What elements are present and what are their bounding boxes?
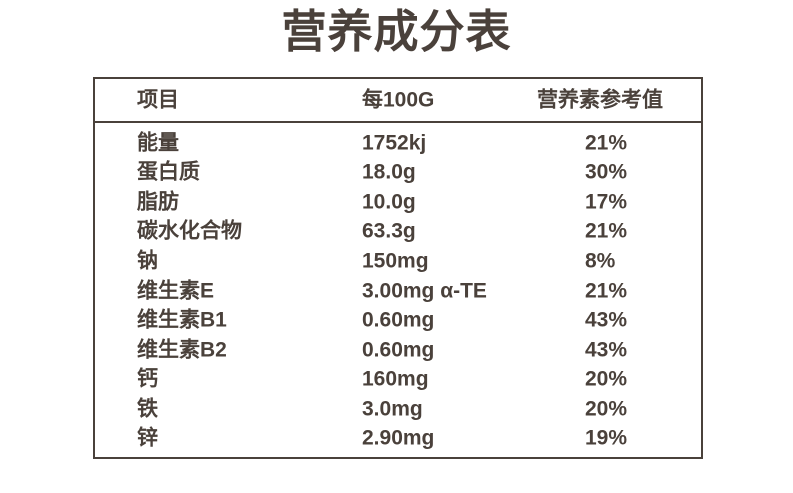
- cell-per100g: 2.90mg: [362, 426, 435, 450]
- table-row: 能量 1752kj 21%: [95, 128, 701, 158]
- cell-per100g: 1752kj: [362, 131, 427, 155]
- header-item: 项目: [137, 88, 179, 112]
- cell-item: 碳水化合物: [137, 219, 242, 243]
- cell-item: 维生素B2: [137, 338, 227, 362]
- cell-per100g: 150mg: [362, 249, 429, 273]
- cell-nrv: 21%: [585, 219, 628, 243]
- cell-item: 铁: [137, 397, 158, 421]
- table-row: 维生素B2 0.60mg 43%: [95, 335, 701, 365]
- cell-nrv: 8%: [585, 249, 616, 273]
- table-row: 维生素B1 0.60mg 43%: [95, 305, 701, 335]
- cell-nrv: 21%: [585, 131, 628, 155]
- cell-nrv: 19%: [585, 426, 628, 450]
- header-nrv: 营养素参考值: [537, 88, 663, 112]
- cell-nrv: 20%: [585, 367, 628, 391]
- cell-item: 维生素B1: [137, 308, 227, 332]
- cell-item: 能量: [137, 131, 179, 155]
- nutrition-table: 项目 每100G 营养素参考值 能量 1752kj 21% 蛋白质 18.0g …: [93, 77, 703, 459]
- cell-item: 脂肪: [137, 190, 179, 214]
- cell-nrv: 43%: [585, 338, 628, 362]
- table-row: 钙 160mg 20%: [95, 364, 701, 394]
- cell-per100g: 3.0mg: [362, 397, 423, 421]
- table-row: 蛋白质 18.0g 30%: [95, 158, 701, 188]
- cell-item: 钠: [137, 249, 158, 273]
- cell-nrv: 20%: [585, 397, 628, 421]
- cell-per100g: 160mg: [362, 367, 429, 391]
- cell-item: 锌: [137, 426, 158, 450]
- cell-item: 蛋白质: [137, 160, 200, 184]
- table-row: 锌 2.90mg 19%: [95, 423, 701, 453]
- header-per100g: 每100G: [362, 88, 435, 112]
- cell-nrv: 21%: [585, 279, 628, 302]
- cell-per100g: 18.0g: [362, 160, 416, 184]
- cell-nrv: 30%: [585, 160, 628, 184]
- cell-nrv: 43%: [585, 308, 628, 332]
- cell-per100g: 3.00mg α-TE: [362, 279, 487, 302]
- cell-per100g: 0.60mg: [362, 308, 435, 332]
- cell-per100g: 10.0g: [362, 190, 416, 214]
- table-row: 维生素E 3.00mg α-TE 21%: [95, 276, 701, 306]
- cell-per100g: 63.3g: [362, 219, 416, 243]
- cell-item: 钙: [137, 367, 158, 391]
- cell-item: 维生素E: [137, 279, 215, 302]
- cell-nrv: 17%: [585, 190, 628, 214]
- table-row: 脂肪 10.0g 17%: [95, 187, 701, 217]
- page-title: 营养成分表: [281, 7, 512, 57]
- table-row: 铁 3.0mg 20%: [95, 394, 701, 424]
- table-row: 碳水化合物 63.3g 21%: [95, 217, 701, 247]
- table-row: 钠 150mg 8%: [95, 246, 701, 276]
- table-header-row: 项目 每100G 营养素参考值: [95, 79, 701, 123]
- cell-per100g: 0.60mg: [362, 338, 435, 362]
- table-body: 能量 1752kj 21% 蛋白质 18.0g 30% 脂肪 10.0g 17%…: [95, 123, 701, 457]
